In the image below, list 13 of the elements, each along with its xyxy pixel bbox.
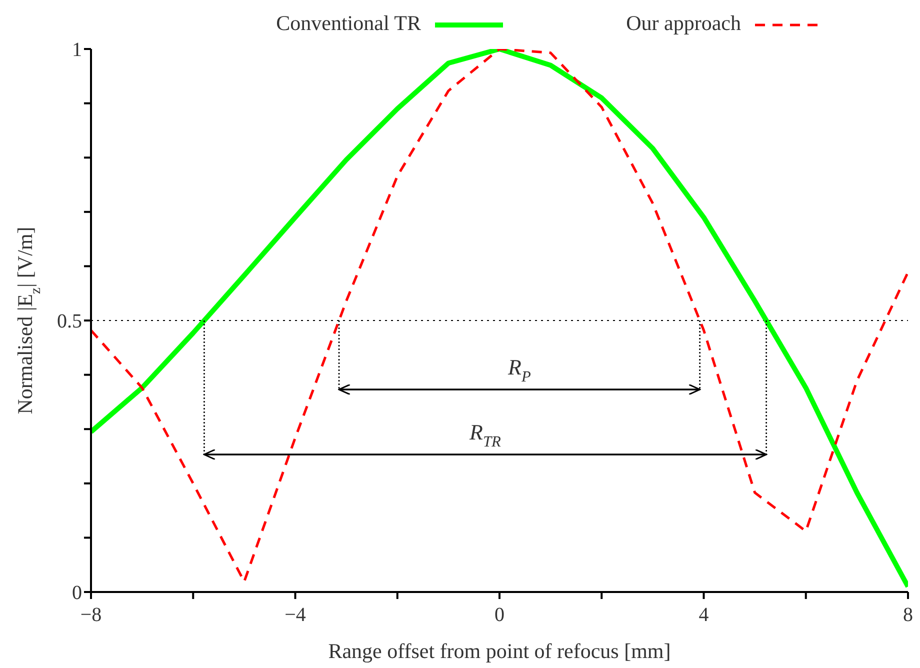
annotation: R$_{TR}$ [468,420,502,451]
y-tick-label: 0 [72,582,82,604]
y-tick-label: 1 [72,39,82,62]
legend-label: Our approach [626,10,742,35]
x-tick-label: 8 [903,604,913,626]
annotation: R$_{P}$ [506,354,532,386]
x-tick-label: −8 [80,604,102,626]
x-tick-label: 0 [494,604,504,626]
x-tick-label: 4 [698,604,709,626]
x-axis-title: Range offset from point of refocus [mm] [328,639,671,663]
legend-label: Conventional TR [276,10,421,35]
y-tick-label: 0.5 [57,310,82,333]
x-tick-label: −4 [284,604,306,626]
